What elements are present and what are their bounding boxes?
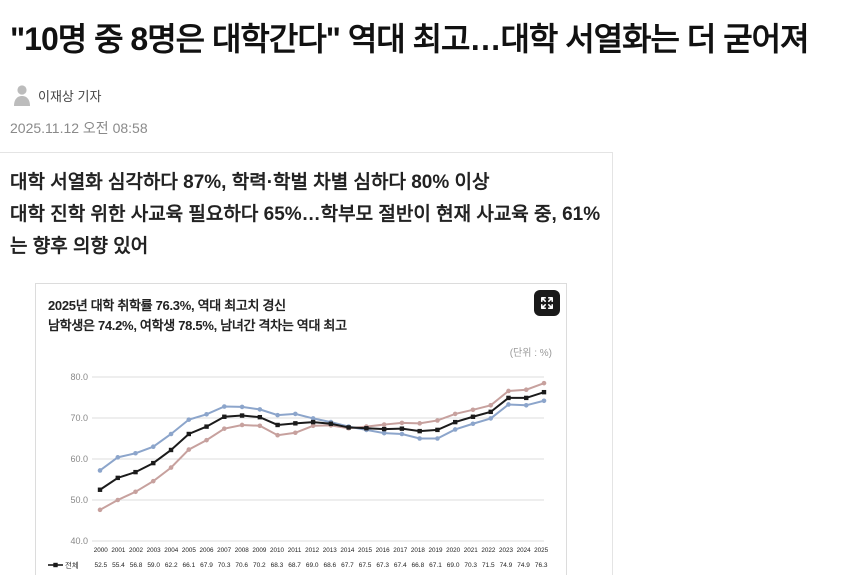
value-cell: 62.2 [164,561,178,569]
series-name: 전체 [65,560,79,570]
year-label: 2025 [534,547,549,555]
value-cell: 68.6 [323,561,337,569]
reporter-name: 이재상 기자 [38,88,102,104]
series-row-전체: 전체 52.5 55.4 56.8 59.0 62.2 66.1 67.9 70.3 70.6 70… [48,558,550,573]
value-cell: 70.6 [235,561,249,569]
value-cell: 76.3 [534,561,548,569]
value-cell: 67.4 [393,561,407,569]
byline: 이재상 기자 [12,84,850,106]
lead-paragraph-2: 대학 진학 위한 사교육 필요하다 65%…학부모 절반이 현재 사교육 중, … [10,203,601,257]
chart-card: 2025년 대학 취학률 76.3%, 역대 최고치 경신 남학생은 74.2%… [35,282,567,575]
year-label: 2023 [498,547,513,555]
year-label: 2012 [305,547,320,555]
year-label: 2022 [481,547,496,555]
value-cell: 69.0 [305,561,319,569]
chart-line-남학생 [99,399,545,472]
year-label: 2003 [146,547,161,555]
expand-chart-button[interactable] [534,289,560,316]
value-cell: 66.8 [411,561,425,569]
value-cell: 70.3 [217,561,231,569]
x-axis-year-row: 2000 2001 2002 2003 2004 2005 2006 2007 2008 2009… [48,544,550,558]
year-label: 2002 [129,547,144,555]
value-cell: 59.0 [147,561,160,569]
value-cell: 74.9 [499,561,513,569]
legend-marker-icon [48,563,63,568]
unit-label: (단위 : %) [509,347,552,359]
value-cell: 67.9 [200,561,213,569]
year-label: 2005 [181,547,196,555]
year-label: 2007 [217,547,232,555]
year-label: 2015 [358,547,373,555]
value-cell: 71.5 [482,561,495,569]
chart-table: 2000 2001 2002 2003 2004 2005 2006 2007 2008 2009… [48,544,550,575]
y-axis-tick: 60.0 [70,454,88,464]
value-cell: 68.3 [270,561,284,569]
lead-paragraph-1: 대학 서열화 심각하다 87%, 학력·학벌 차별 심하다 80% 이상 [10,172,490,193]
year-label: 2018 [410,547,425,555]
y-axis-tick: 40.0 [70,536,88,544]
year-label: 2019 [428,547,443,555]
year-label: 2020 [446,547,461,555]
year-label: 2010 [269,547,284,555]
year-label: 2014 [340,547,355,555]
year-label: 2013 [322,547,337,555]
value-cell: 67.1 [429,561,442,569]
year-label: 2004 [164,547,179,555]
value-cell: 68.7 [288,561,301,569]
year-label: 2011 [287,547,302,555]
year-label: 2021 [463,547,478,555]
value-cell: 67.3 [376,561,389,569]
legend-전체: 전체 [48,560,92,571]
chart-title-line2: 남학생은 74.2%, 여학생 78.5%, 남녀간 격차는 역대 최고 [48,317,347,333]
value-cell: 52.5 [94,561,108,569]
year-label: 2001 [111,547,126,555]
y-axis-tick: 80.0 [70,372,88,382]
chart-title-line1: 2025년 대학 취학률 76.3%, 역대 최고치 경신 [48,297,286,313]
value-cell: 66.1 [182,561,196,569]
publish-date: 2025.11.12 오전 08:58 [10,120,148,136]
trend-line-chart: 80.0 70.0 60.0 50.0 40.0 [70,372,547,544]
year-label: 2000 [93,547,108,555]
value-cell: 67.5 [358,561,372,569]
value-cell: 74.9 [517,561,530,569]
value-cell: 69.0 [446,561,460,569]
y-axis-tick: 50.0 [70,495,88,505]
year-label: 2017 [393,547,408,555]
expand-arrows-icon [539,295,555,311]
year-label: 2006 [199,547,214,555]
year-label: 2024 [516,547,531,555]
year-label: 2016 [375,547,390,555]
value-cell: 56.8 [129,561,143,569]
y-axis-tick: 70.0 [70,413,88,423]
value-cell: 55.4 [112,561,125,569]
person-icon [12,84,32,106]
year-label: 2008 [234,547,249,555]
value-cell: 70.2 [253,561,266,569]
value-cell: 67.7 [341,561,354,569]
year-label: 2009 [252,547,267,555]
chart-line-여학생 [99,381,545,511]
page-title: "10명 중 8명은 대학간다" 역대 최고…대학 서열화는 더 굳어져 [10,21,810,57]
value-cell: 70.3 [464,561,478,569]
chart-line-전체 [99,390,545,491]
article-body: 대학 서열화 심각하다 87%, 학력·학벌 차별 심하다 80% 이상 대학 … [0,152,613,575]
